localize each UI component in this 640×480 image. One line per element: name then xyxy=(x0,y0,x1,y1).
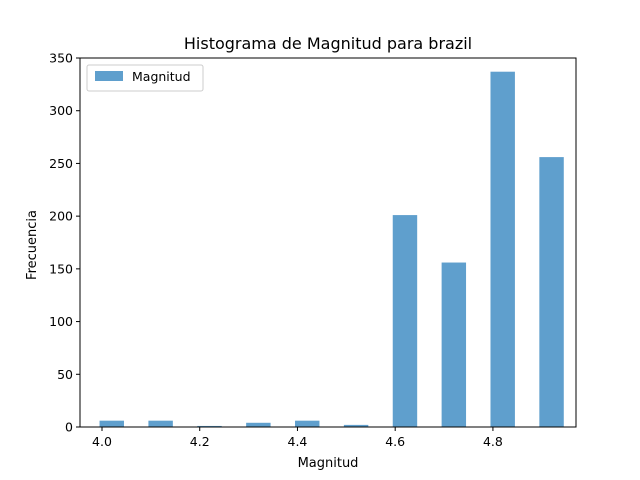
histogram-bar xyxy=(295,420,320,427)
y-tick-label: 0 xyxy=(65,420,73,435)
legend: Magnitud xyxy=(86,64,204,92)
x-axis-label: Magnitud xyxy=(298,456,359,471)
histogram-bar xyxy=(197,425,222,427)
legend-swatch xyxy=(95,71,123,81)
legend-label: Magnitud xyxy=(132,69,191,84)
x-tick-label: 4.6 xyxy=(385,434,405,449)
x-tick-label: 4.8 xyxy=(483,434,503,449)
y-tick-label: 250 xyxy=(49,156,73,171)
x-tick-label: 4.2 xyxy=(190,434,210,449)
x-tick-label: 4.4 xyxy=(288,434,308,449)
y-tick-label: 50 xyxy=(57,367,73,382)
y-axis-label: Frecuencia xyxy=(25,210,40,280)
histogram-bar xyxy=(392,215,418,427)
axes-group: 4.0 4.2 4.4 4.6 4.8 0 50 100 150 200 250 300 350 xyxy=(49,51,577,449)
histogram-bar xyxy=(148,420,173,427)
histogram-bar xyxy=(539,157,564,428)
histogram-bar xyxy=(246,422,271,427)
y-tick-label: 200 xyxy=(49,209,73,224)
y-tick-label: 150 xyxy=(49,261,73,276)
x-tick-label: 4.0 xyxy=(92,434,112,449)
histogram-bar xyxy=(343,424,369,427)
chart-title: Histograma de Magnitud para brazil xyxy=(184,34,472,53)
histogram-bar xyxy=(490,71,515,427)
y-tick-label: 100 xyxy=(49,314,73,329)
plot-frame xyxy=(79,57,577,428)
histogram-bar xyxy=(441,262,467,427)
y-tick-label: 300 xyxy=(49,103,73,118)
bars-group xyxy=(99,71,564,428)
histogram-bar xyxy=(99,420,124,427)
y-tick-label: 350 xyxy=(49,51,73,66)
